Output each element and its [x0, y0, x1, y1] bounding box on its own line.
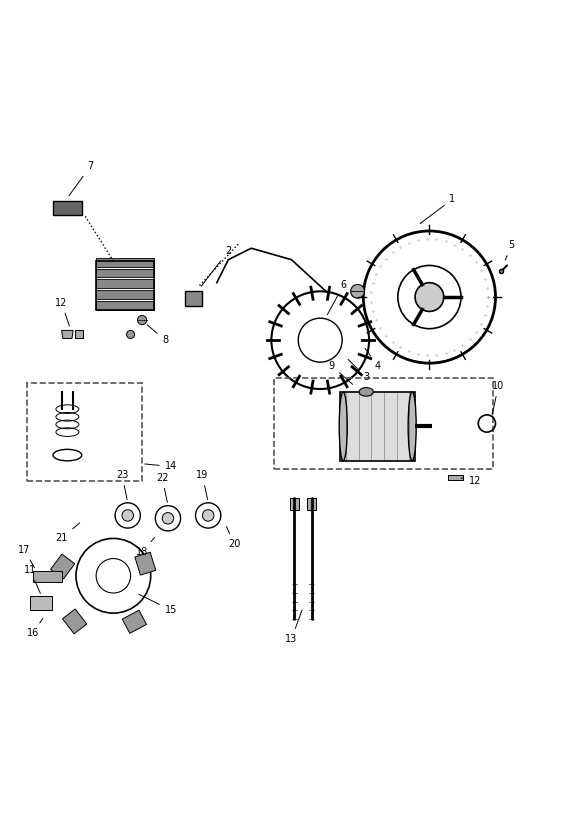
- Bar: [96, 279, 153, 288]
- Bar: [274, 377, 493, 470]
- Bar: [96, 261, 153, 310]
- Text: 9: 9: [329, 361, 353, 384]
- Text: 23: 23: [116, 470, 128, 499]
- Text: 13: 13: [285, 610, 302, 644]
- Bar: [340, 392, 415, 461]
- Text: 20: 20: [227, 527, 240, 549]
- Circle shape: [415, 283, 444, 311]
- Bar: [96, 269, 153, 278]
- Text: 12: 12: [55, 297, 69, 326]
- Bar: [122, 611, 146, 634]
- Text: 2: 2: [201, 246, 231, 286]
- Text: 19: 19: [196, 470, 209, 499]
- Text: 12: 12: [461, 475, 482, 486]
- Text: 16: 16: [27, 618, 43, 638]
- Text: 14: 14: [145, 461, 177, 471]
- Text: 22: 22: [156, 473, 168, 503]
- Text: 3: 3: [348, 359, 369, 382]
- Bar: [27, 383, 142, 481]
- Bar: [290, 499, 299, 510]
- Polygon shape: [62, 330, 73, 339]
- Bar: [53, 201, 82, 215]
- Polygon shape: [75, 330, 83, 339]
- Bar: [448, 475, 463, 480]
- Ellipse shape: [359, 387, 373, 396]
- Bar: [30, 596, 52, 611]
- Text: 8: 8: [147, 325, 168, 345]
- Bar: [307, 499, 316, 510]
- Circle shape: [127, 330, 135, 339]
- Text: 17: 17: [18, 545, 34, 568]
- Circle shape: [122, 510, 134, 522]
- Text: 21: 21: [55, 523, 80, 543]
- Text: 15: 15: [139, 594, 177, 616]
- Text: 1: 1: [420, 194, 455, 223]
- Bar: [96, 290, 153, 299]
- Bar: [33, 571, 62, 582]
- Bar: [62, 609, 87, 634]
- Text: 10: 10: [492, 381, 504, 415]
- Bar: [96, 258, 153, 267]
- Text: 4: 4: [365, 349, 381, 371]
- Bar: [135, 552, 156, 575]
- Ellipse shape: [408, 392, 416, 461]
- Circle shape: [162, 513, 174, 524]
- Text: 11: 11: [24, 565, 40, 593]
- Text: 7: 7: [69, 162, 93, 195]
- Bar: [51, 554, 75, 579]
- Bar: [185, 292, 202, 306]
- Circle shape: [351, 284, 364, 298]
- Text: 5: 5: [505, 241, 515, 260]
- Ellipse shape: [339, 392, 347, 461]
- Circle shape: [138, 316, 147, 325]
- Text: 6: 6: [327, 280, 346, 315]
- Circle shape: [202, 510, 214, 522]
- Bar: [96, 301, 153, 310]
- Text: 18: 18: [136, 537, 154, 556]
